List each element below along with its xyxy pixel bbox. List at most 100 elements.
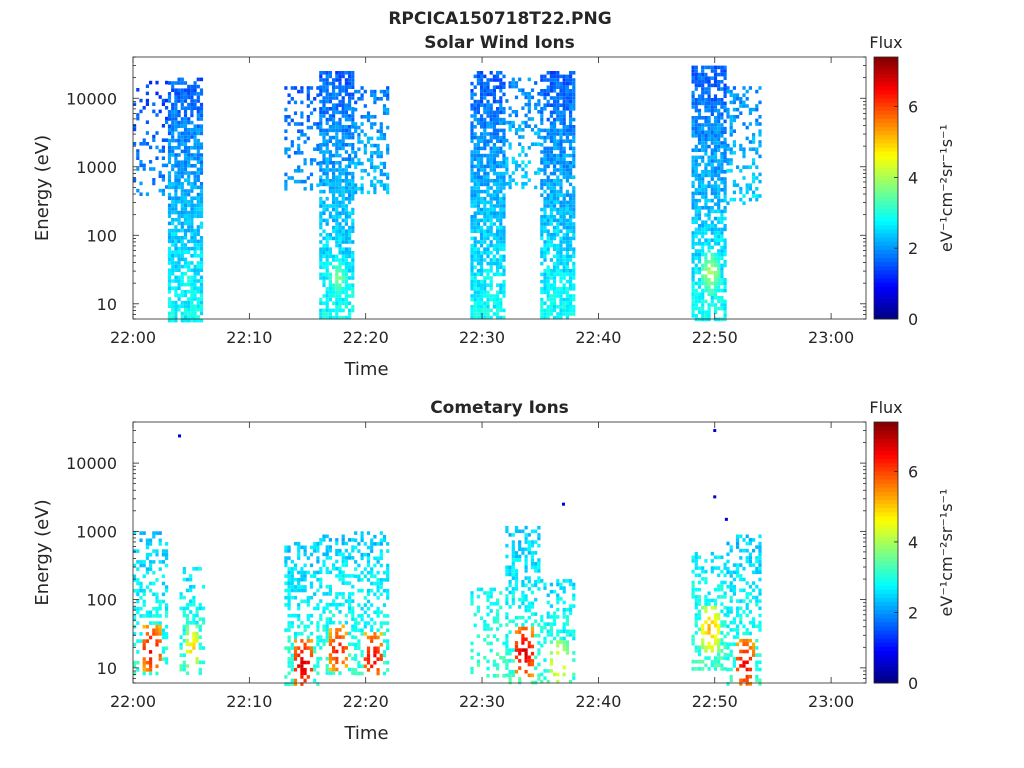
flux-cell: [136, 116, 140, 121]
flux-cell: [473, 157, 477, 161]
flux-cell: [476, 279, 480, 284]
flux-cell: [691, 94, 695, 98]
flux-cell: [470, 150, 474, 154]
flux-cell: [710, 170, 714, 174]
flux-cell: [158, 628, 162, 633]
flux-cell: [486, 157, 490, 161]
flux-cell: [486, 674, 490, 678]
flux-cell: [344, 620, 348, 625]
flux-cell: [752, 194, 756, 198]
flux-cell: [379, 621, 383, 625]
flux-cell: [492, 616, 496, 620]
flux-cell: [158, 599, 162, 604]
flux-cell: [489, 186, 493, 190]
flux-cell: [691, 260, 695, 264]
flux-cell: [691, 72, 695, 77]
flux-cell: [549, 308, 553, 313]
flux-cell: [565, 218, 569, 223]
flux-cell: [196, 142, 200, 146]
flux-cell: [694, 598, 698, 603]
flux-cell: [569, 607, 573, 612]
flux-cell: [316, 143, 320, 148]
flux-cell: [726, 559, 730, 564]
flux-cell: [691, 98, 695, 102]
flux-cell: [534, 106, 538, 110]
flux-cell: [691, 69, 695, 73]
flux-cell: [171, 304, 175, 308]
flux-cell: [723, 90, 727, 95]
flux-cell: [373, 97, 377, 101]
flux-cell: [549, 629, 553, 634]
flux-cell: [190, 218, 194, 222]
flux-cell: [720, 231, 724, 235]
flux-cell: [370, 125, 374, 130]
flux-cell: [499, 591, 503, 595]
flux-cell: [322, 89, 326, 93]
flux-cell: [386, 570, 390, 575]
flux-cell: [556, 153, 560, 158]
flux-cell: [332, 638, 336, 643]
flux-cell: [736, 165, 740, 169]
flux-cell: [511, 572, 515, 577]
flux-cell: [167, 138, 172, 143]
flux-cell: [745, 89, 749, 94]
flux-cell: [167, 92, 172, 96]
flux-cell: [316, 624, 320, 629]
flux-cell: [499, 272, 503, 277]
flux-cell: [729, 610, 733, 614]
flux-cell: [559, 85, 563, 89]
flux-cell: [322, 103, 326, 107]
colorbar-segment: [874, 183, 898, 189]
flux-cell: [322, 189, 326, 194]
flux-cell: [335, 538, 339, 542]
flux-cell: [328, 251, 332, 255]
flux-cell: [502, 211, 506, 215]
flux-cell: [540, 78, 544, 82]
flux-cell: [499, 315, 503, 320]
flux-cell: [322, 207, 326, 212]
flux-cell: [486, 627, 490, 631]
flux-cell: [363, 552, 367, 557]
flux-cell: [351, 207, 355, 212]
flux-cell: [341, 279, 345, 284]
flux-cell: [177, 304, 181, 308]
flux-cell: [319, 211, 323, 215]
flux-cell: [306, 86, 310, 90]
flux-cell: [569, 305, 573, 309]
colorbar-segment: [874, 126, 898, 132]
flux-cell: [483, 107, 487, 111]
flux-cell: [142, 531, 146, 535]
flux-cell: [732, 151, 736, 155]
flux-cell: [344, 85, 348, 89]
flux-cell: [710, 141, 714, 145]
flux-cell: [480, 265, 484, 269]
flux-cell: [348, 81, 352, 86]
flux-cell: [470, 204, 474, 208]
flux-cell: [701, 195, 705, 199]
flux-cell: [530, 662, 535, 667]
flux-cell: [325, 171, 329, 176]
flux-cell: [335, 312, 339, 316]
flux-cell: [379, 592, 383, 597]
flux-cell: [553, 247, 557, 251]
flux-cell: [293, 682, 298, 686]
flux-cell: [284, 682, 288, 686]
flux-cell: [177, 246, 181, 251]
colorbar-segment: [874, 216, 898, 222]
flux-cell: [335, 660, 339, 665]
flux-cell: [300, 682, 304, 686]
flux-cell: [492, 121, 496, 125]
flux-cell: [344, 599, 348, 603]
flux-cell: [518, 615, 522, 620]
flux-cell: [382, 111, 387, 115]
flux-cell: [508, 651, 512, 656]
flux-cell: [483, 222, 487, 226]
flux-cell: [155, 639, 159, 643]
flux-cell: [158, 624, 162, 629]
flux-cell: [511, 565, 515, 570]
flux-cell: [328, 602, 332, 607]
flux-cell: [187, 160, 191, 164]
flux-cell: [332, 89, 336, 93]
flux-cell: [565, 618, 569, 623]
flux-cell: [180, 304, 184, 308]
